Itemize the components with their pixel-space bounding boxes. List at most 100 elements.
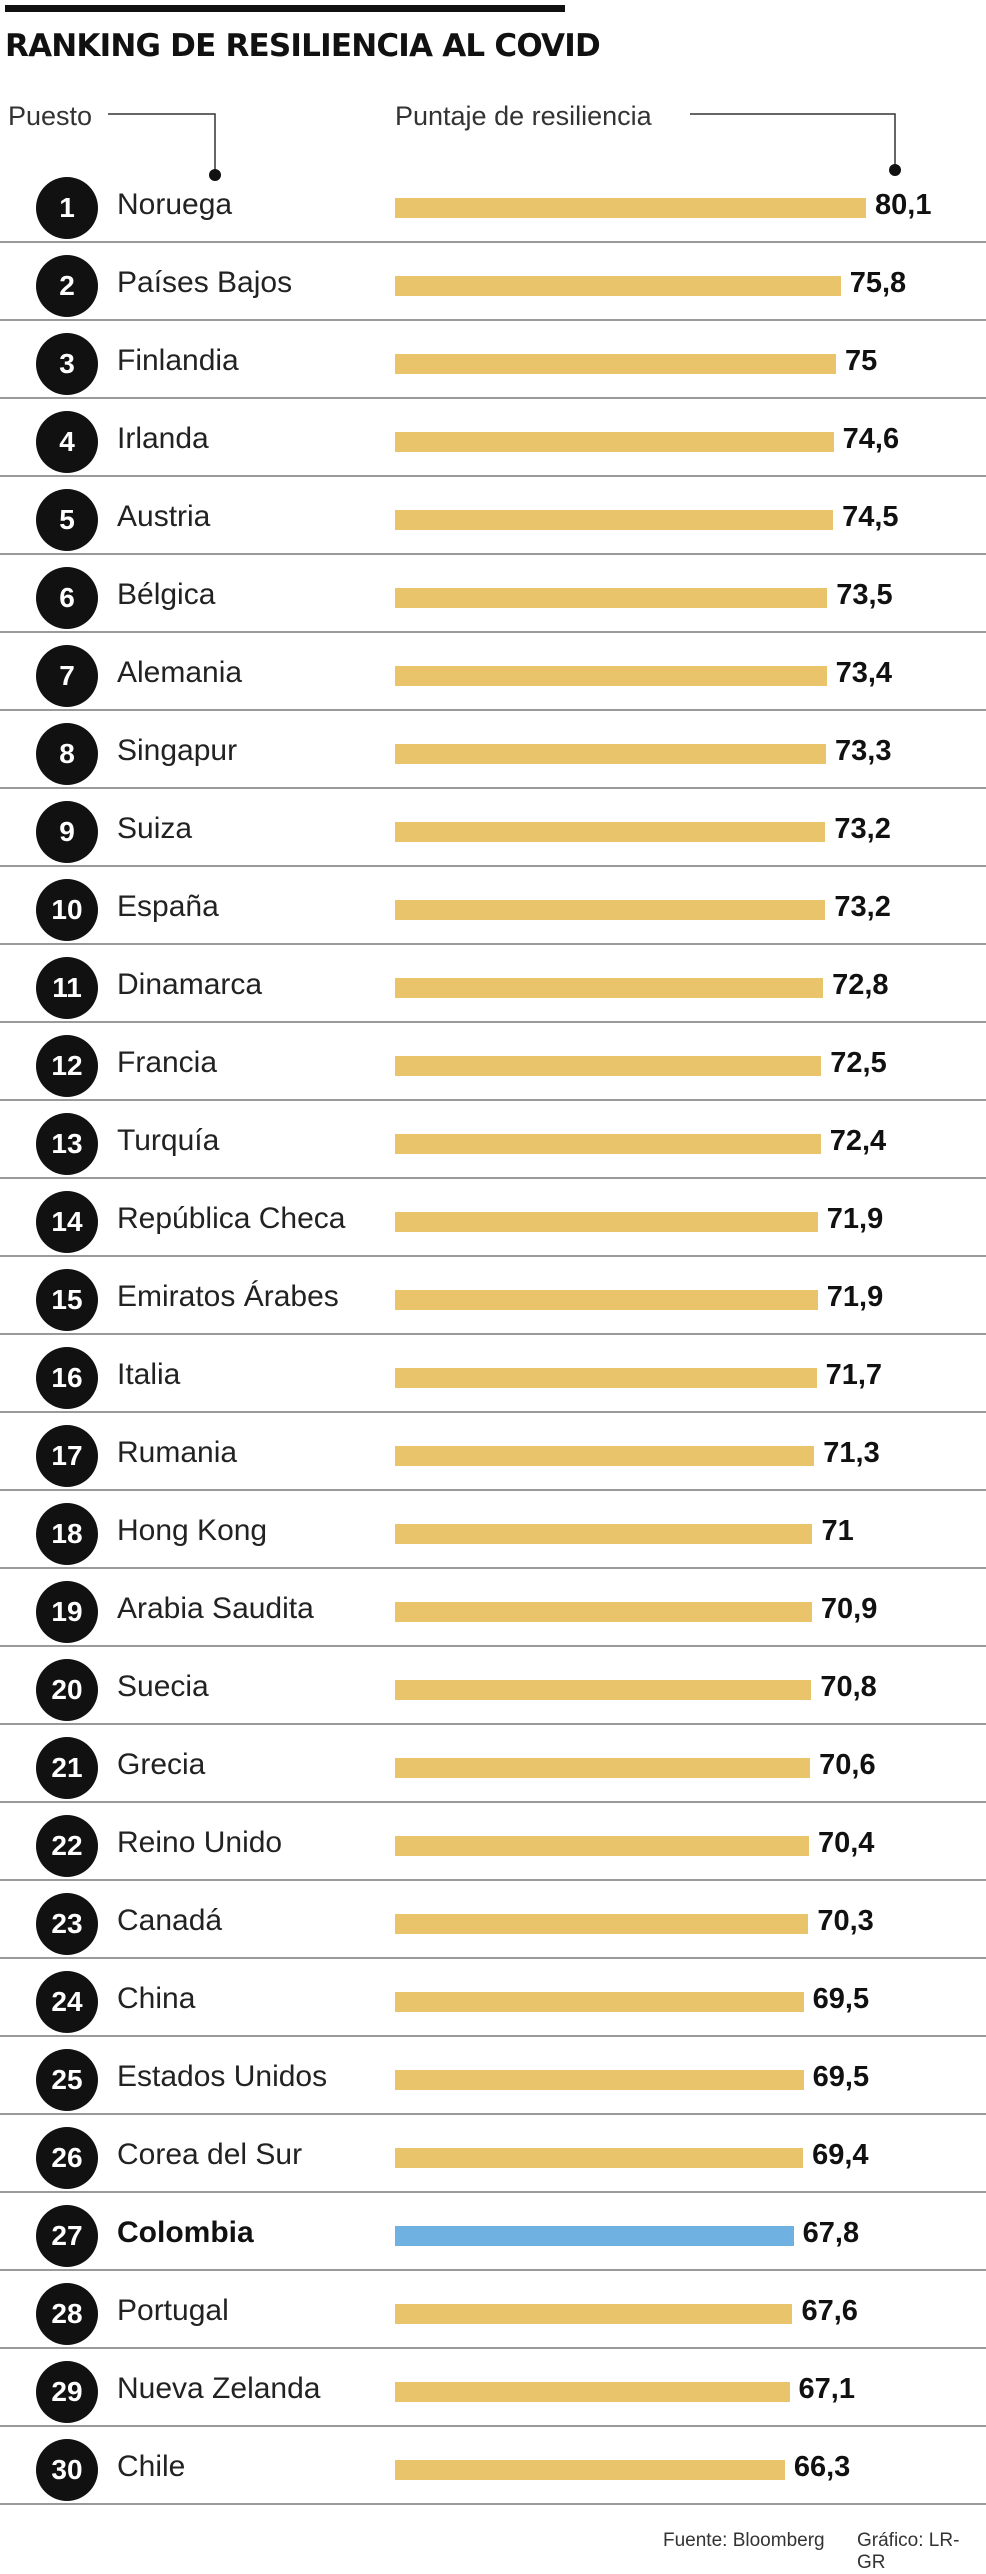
score-value-label: 73,4 — [835, 657, 893, 689]
rank-badge: 11 — [36, 957, 98, 1019]
title-rule — [5, 5, 565, 12]
row-divider — [0, 1177, 986, 1179]
country-label: Austria — [117, 500, 211, 533]
country-label: Italia — [117, 1358, 181, 1391]
row-divider — [0, 2035, 986, 2037]
ranking-row: 25 Estados Unidos 69,5 — [0, 2037, 986, 2115]
score-value-label: 67,8 — [802, 2217, 860, 2249]
country-label: Portugal — [117, 2294, 229, 2327]
rank-badge: 6 — [36, 567, 98, 629]
score-bar — [395, 2148, 804, 2168]
country-label: República Checa — [117, 1202, 346, 1235]
score-value-label: 71,9 — [826, 1203, 884, 1235]
score-value-label: 72,5 — [830, 1047, 887, 1079]
rank-badge: 5 — [36, 489, 98, 551]
ranking-row: 26 Corea del Sur 69,4 — [0, 2115, 986, 2193]
country-label: Canadá — [117, 1904, 223, 1937]
row-divider — [0, 1099, 986, 1101]
row-divider — [0, 1021, 986, 1023]
score-bar — [395, 432, 834, 452]
score-bar — [395, 588, 828, 608]
score-bar — [395, 1914, 809, 1934]
score-value-label: 67,6 — [801, 2295, 858, 2327]
score-value-label: 70,9 — [820, 1593, 878, 1625]
rank-badge: 19 — [36, 1581, 98, 1643]
rank-badge: 25 — [36, 2049, 98, 2111]
row-divider — [0, 1489, 986, 1491]
rank-badge: 7 — [36, 645, 98, 707]
row-divider — [0, 553, 986, 555]
score-leader-dot — [889, 164, 901, 176]
country-label: Finlandia — [117, 344, 239, 377]
ranking-row: 24 China 69,5 — [0, 1959, 986, 2037]
ranking-row: 8 Singapur 73,3 — [0, 711, 986, 789]
country-label: Noruega — [117, 188, 233, 221]
country-label: Rumania — [117, 1436, 238, 1469]
rank-badge: 15 — [36, 1269, 98, 1331]
rank-badge: 29 — [36, 2361, 98, 2423]
row-divider — [0, 1333, 986, 1335]
ranking-row: 18 Hong Kong 71 — [0, 1491, 986, 1569]
country-label: Países Bajos — [117, 266, 293, 299]
ranking-row: 7 Alemania 73,4 — [0, 633, 986, 711]
score-value-label: 72,8 — [832, 969, 889, 1001]
country-label: Corea del Sur — [117, 2138, 303, 2171]
row-divider — [0, 943, 986, 945]
score-bar — [395, 1758, 811, 1778]
row-divider — [0, 1645, 986, 1647]
ranking-row: 2 Países Bajos 75,8 — [0, 243, 986, 321]
rank-badge: 13 — [36, 1113, 98, 1175]
rank-badge: 30 — [36, 2439, 98, 2501]
score-bar — [395, 2070, 804, 2090]
rank-column-header: Puesto — [8, 101, 93, 131]
rank-badge: 21 — [36, 1737, 98, 1799]
score-value-label: 71,3 — [823, 1437, 880, 1469]
row-divider — [0, 1411, 986, 1413]
score-bar — [395, 1368, 817, 1388]
ranking-row: 27 Colombia 67,8 — [0, 2193, 986, 2271]
score-value-label: 69,4 — [812, 2139, 869, 2171]
source-note: Fuente: Bloomberg — [663, 2530, 825, 2551]
score-bar — [395, 1134, 821, 1154]
score-value-label: 73,3 — [835, 735, 892, 767]
score-value-label: 75,8 — [849, 267, 907, 299]
ranking-row: 4 Irlanda 74,6 — [0, 399, 986, 477]
row-divider — [0, 2503, 986, 2505]
row-divider — [0, 2347, 986, 2349]
chart-title: RANKING DE RESILIENCIA AL COVID — [5, 28, 601, 64]
ranking-row: 14 República Checa 71,9 — [0, 1179, 986, 1257]
score-bar — [395, 2460, 785, 2480]
score-value-label: 69,5 — [812, 2061, 870, 2093]
score-bar — [395, 2226, 794, 2246]
rank-badge: 9 — [36, 801, 98, 863]
score-bar — [395, 666, 827, 686]
ranking-row: 21 Grecia 70,6 — [0, 1725, 986, 1803]
score-bar — [395, 2304, 793, 2324]
score-value-label: 70,4 — [817, 1827, 875, 1859]
row-divider — [0, 631, 986, 633]
rank-badge: 20 — [36, 1659, 98, 1721]
row-divider — [0, 2191, 986, 2193]
score-value-label: 80,1 — [875, 189, 932, 221]
ranking-row: 23 Canadá 70,3 — [0, 1881, 986, 1959]
score-bar — [395, 1836, 809, 1856]
row-divider — [0, 1957, 986, 1959]
score-value-label: 69,5 — [812, 1983, 870, 2015]
score-value-label: 73,2 — [834, 891, 891, 923]
score-value-label: 73,2 — [834, 813, 891, 845]
ranking-row: 10 España 73,2 — [0, 867, 986, 945]
rank-badge: 4 — [36, 411, 98, 473]
row-divider — [0, 709, 986, 711]
ranking-row: 30 Chile 66,3 — [0, 2427, 986, 2505]
ranking-row: 15 Emiratos Árabes 71,9 — [0, 1257, 986, 1335]
row-divider — [0, 1567, 986, 1569]
row-divider — [0, 241, 986, 243]
country-label: China — [117, 1982, 196, 2015]
country-label: Dinamarca — [117, 968, 263, 1001]
country-label: Colombia — [117, 2216, 254, 2249]
score-value-label: 74,6 — [842, 423, 900, 455]
ranking-row: 1 Noruega 80,1 — [0, 165, 986, 243]
score-bar — [395, 1056, 822, 1076]
country-label: Emiratos Árabes — [117, 1280, 339, 1313]
score-bar — [395, 354, 836, 374]
